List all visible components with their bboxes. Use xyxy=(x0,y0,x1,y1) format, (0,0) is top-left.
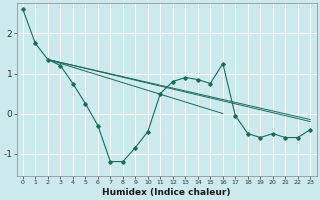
X-axis label: Humidex (Indice chaleur): Humidex (Indice chaleur) xyxy=(102,188,231,197)
